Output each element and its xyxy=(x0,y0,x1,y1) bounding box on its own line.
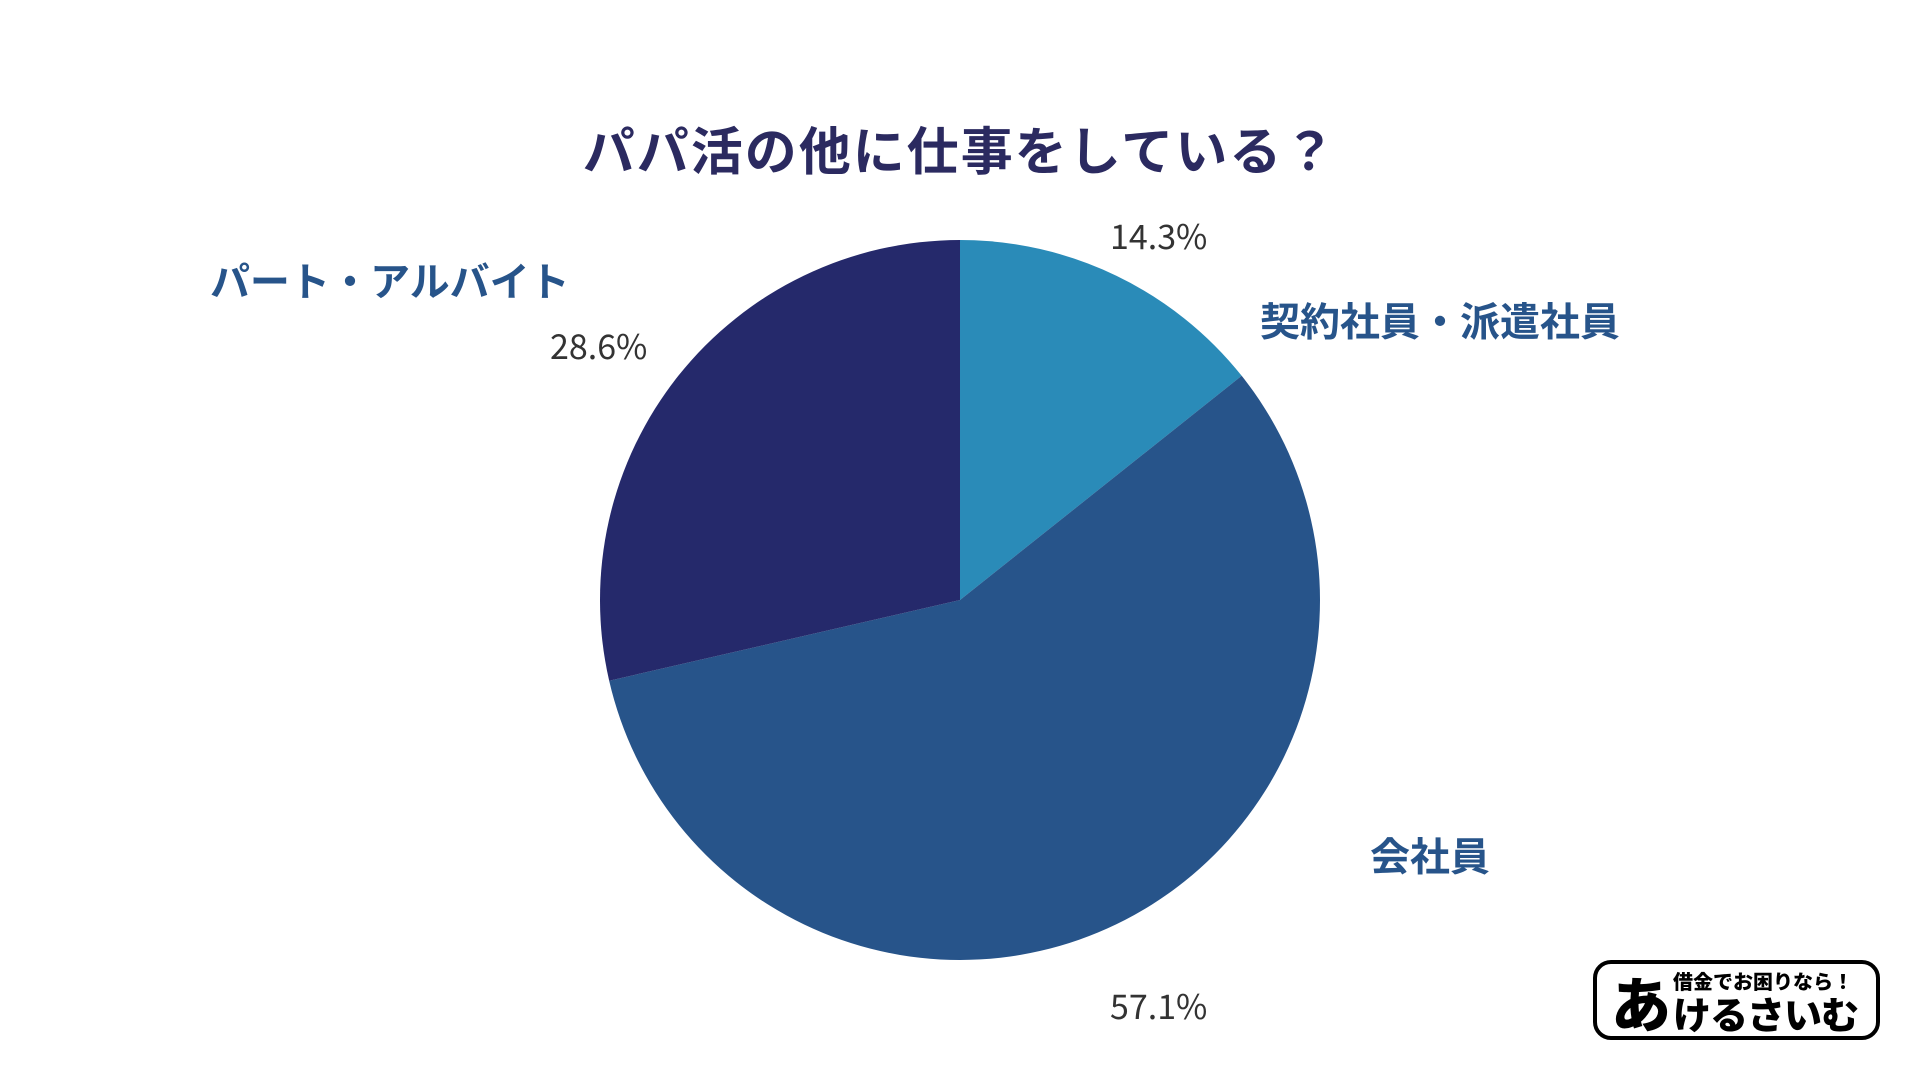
brand-logo: あ 借金でお困りなら！ けるさいむ xyxy=(1593,960,1880,1040)
slice-label-0: 契約社員・派遣社員 xyxy=(1260,290,1620,348)
logo-main-right: けるさいむ xyxy=(1673,992,1858,1034)
slice-pct-1: 57.1% xyxy=(1110,980,1207,1029)
pie-svg xyxy=(600,240,1320,960)
logo-text-col: 借金でお困りなら！ けるさいむ xyxy=(1673,970,1858,1034)
slice-label-2: パート・アルバイト xyxy=(210,250,570,308)
pie-chart xyxy=(600,240,1320,960)
logo-main-left: あ xyxy=(1611,972,1669,1032)
slice-label-1: 会社員 xyxy=(1370,825,1490,883)
slice-pct-0: 14.3% xyxy=(1110,210,1207,259)
slice-pct-2: 28.6% xyxy=(550,320,647,369)
chart-title: パパ活の他に仕事をしている？ xyxy=(0,110,1920,185)
chart-stage: { "title": { "text": "パパ活の他に仕事をしている？", "… xyxy=(0,0,1920,1080)
